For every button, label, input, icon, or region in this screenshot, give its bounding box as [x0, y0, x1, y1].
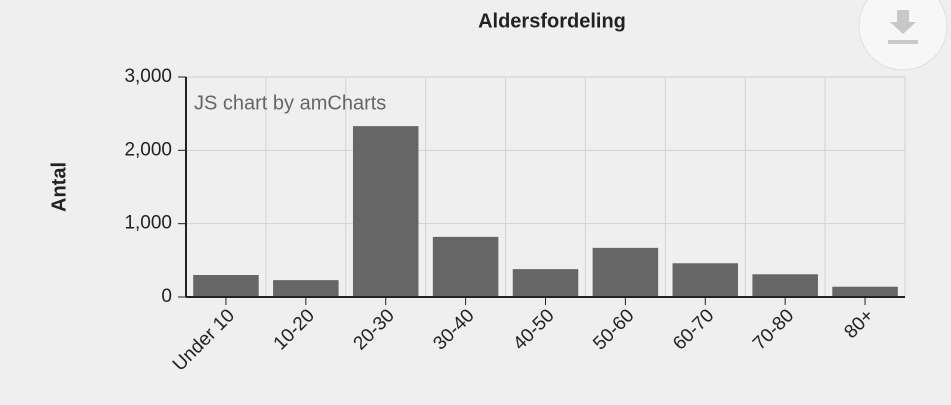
bar	[832, 286, 898, 297]
y-tick-label: 1,000	[124, 213, 172, 234]
download-icon[interactable]	[890, 10, 916, 34]
y-tick-label: 0	[161, 286, 172, 307]
download-icon-base[interactable]	[888, 40, 918, 44]
y-tick-label: 2,000	[124, 139, 172, 160]
bar	[512, 269, 579, 297]
bar	[193, 275, 259, 297]
bar	[752, 274, 818, 297]
chart-title: Aldersfordeling	[478, 10, 626, 32]
bar	[592, 247, 659, 297]
bar	[432, 236, 499, 297]
y-tick-label: 3,000	[124, 66, 172, 87]
download-circle[interactable]	[858, 0, 948, 71]
bar	[672, 263, 739, 297]
bar	[352, 126, 419, 297]
watermark: JS chart by amCharts	[194, 92, 386, 114]
download-button[interactable]	[858, 0, 948, 71]
bar	[273, 280, 339, 297]
y-axis-label: Antal	[48, 162, 70, 212]
